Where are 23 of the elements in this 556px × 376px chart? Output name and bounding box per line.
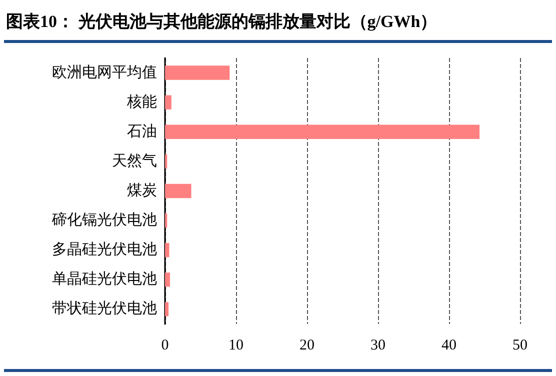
bar bbox=[165, 124, 480, 139]
y-tick-label: 欧洲电网平均值 bbox=[52, 64, 157, 81]
x-tick-label: 0 bbox=[161, 338, 169, 354]
y-tick-label: 单晶硅光伏电池 bbox=[52, 270, 157, 288]
y-tick-label: 煤炭 bbox=[127, 182, 157, 199]
x-tick-label: 20 bbox=[300, 338, 314, 354]
y-tick-label: 多晶硅光伏电池 bbox=[52, 241, 157, 258]
y-tick-label: 核能 bbox=[126, 93, 157, 110]
x-tick-label: 30 bbox=[370, 338, 386, 354]
y-tick-label: 带状硅光伏电池 bbox=[52, 300, 157, 318]
bar bbox=[165, 302, 169, 316]
x-tick-label: 10 bbox=[228, 338, 244, 354]
y-tick-label: 石油 bbox=[127, 122, 157, 140]
bar bbox=[165, 184, 192, 198]
x-tick-label: 40 bbox=[442, 338, 456, 354]
chart-title: 图表10： 光伏电池与其他能源的镉排放量对比（g/GWh） bbox=[6, 11, 438, 33]
bar bbox=[165, 243, 170, 258]
y-tick-label: 天然气 bbox=[112, 152, 157, 170]
y-tick-label: 碲化镉光伏电池 bbox=[51, 212, 157, 229]
bar bbox=[165, 66, 230, 80]
bar bbox=[165, 272, 170, 287]
x-tick-label: 50 bbox=[512, 338, 528, 354]
bar bbox=[165, 95, 172, 110]
